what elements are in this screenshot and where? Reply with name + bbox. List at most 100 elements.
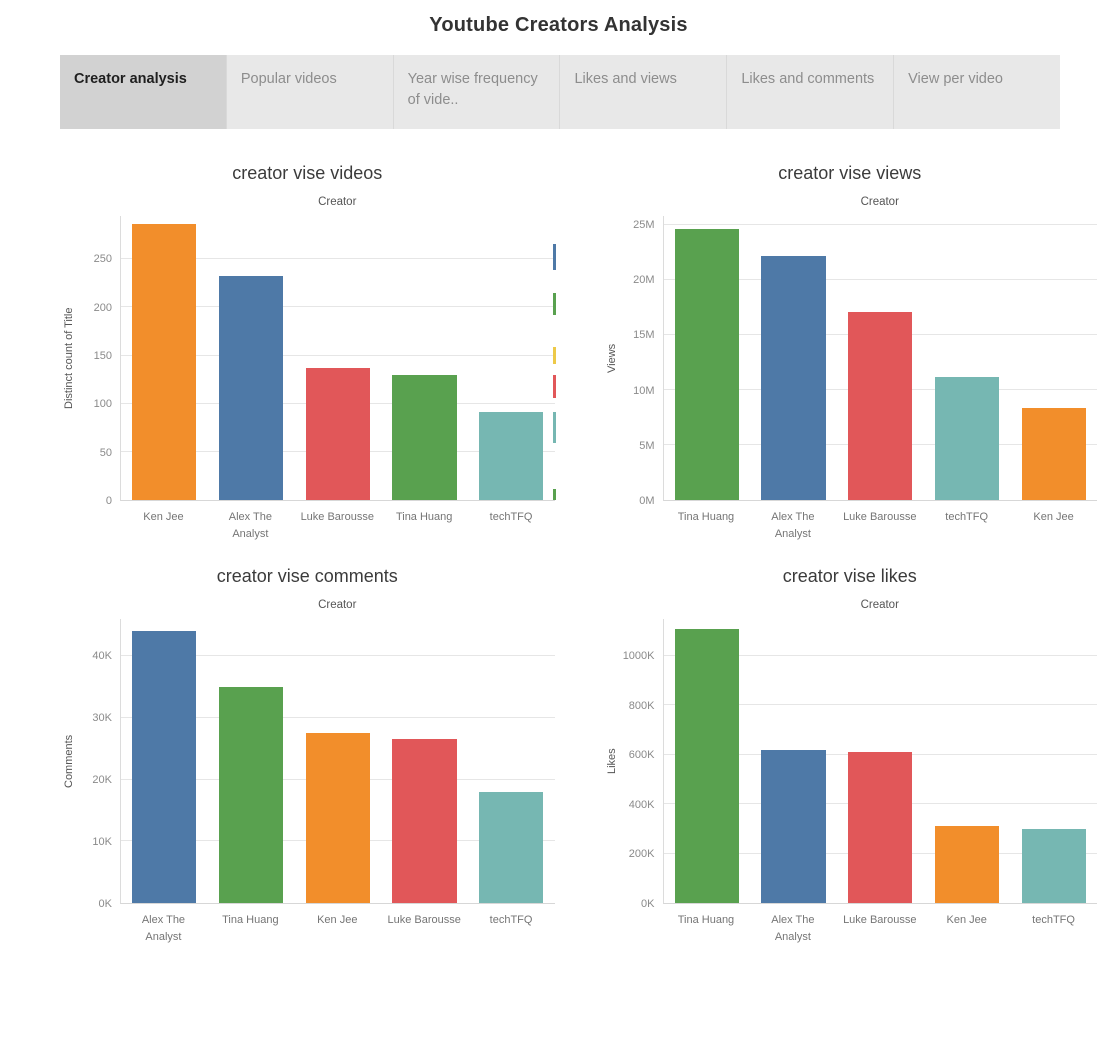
legend-color-mark [552, 346, 556, 364]
bar-luke-barousse[interactable] [848, 311, 913, 500]
y-tick-label: 400K [628, 798, 655, 811]
x-axis: Alex The Analyst Tina Huang Ken Jee Luke Ba… [120, 912, 555, 945]
bar-luke-barousse[interactable] [305, 368, 370, 500]
y-tick-label: 50 [99, 446, 112, 459]
x-tick-label: Ken Jee [143, 511, 184, 523]
plot-area [662, 619, 1097, 904]
bar-luke-barousse[interactable] [392, 739, 457, 903]
x-tick-label: Ken Jee [317, 914, 358, 926]
y-axis: 0M 5M 10M 15M 20M 25M [621, 216, 663, 507]
x-tick-label: Alex The Analyst [771, 511, 815, 540]
bar-cell [1010, 216, 1097, 500]
bar-cell [208, 619, 295, 903]
bar-ken-jee[interactable] [305, 733, 370, 903]
bar-cell [924, 619, 1011, 903]
y-tick-label: 10M [633, 384, 655, 397]
gridline [121, 306, 555, 308]
x-axis: Tina Huang Alex The Analyst Luke Barousse t… [663, 509, 1098, 542]
gridline [121, 258, 555, 260]
y-tick-label: 1000K [622, 650, 655, 663]
y-tick-label: 600K [628, 749, 655, 762]
y-axis-label: Views [605, 343, 618, 374]
y-axis: 0 50 100 150 200 250 [78, 216, 120, 507]
bar-tina-huang[interactable] [674, 628, 739, 903]
gridline [663, 704, 1097, 706]
bar-techtfq[interactable] [479, 412, 544, 500]
tab-likes-and-views[interactable]: Likes and views [560, 55, 728, 129]
bar-alex-the-analyst[interactable] [132, 631, 197, 903]
bar-cell [381, 619, 468, 903]
column-label: Creator [860, 599, 899, 611]
y-tick-label: 0 [105, 495, 112, 507]
tab-view-per-video[interactable]: View per video [894, 55, 1060, 129]
x-tick-label: Ken Jee [946, 914, 987, 926]
tab-year-wise-frequency-of-vide[interactable]: Year wise frequency of vide.. [393, 55, 561, 129]
x-tick-label: Tina Huang [395, 511, 453, 523]
bar-ken-jee[interactable] [132, 223, 197, 500]
y-tick-label: 30K [92, 712, 112, 725]
y-tick-label: 20K [92, 774, 112, 787]
bar-alex-the-analyst[interactable] [218, 275, 284, 500]
bar-cell [750, 619, 837, 903]
chart-title: creator vise likes [782, 566, 917, 586]
bar-ken-jee[interactable] [934, 826, 1000, 903]
x-tick-label: Alex The Analyst [228, 511, 272, 540]
bar-ken-jee[interactable] [1021, 407, 1086, 500]
bar-techtfq[interactable] [479, 791, 544, 903]
x-tick-label: Alex The Analyst [771, 914, 815, 943]
x-axis: Tina Huang Alex The Analyst Luke Barousse K… [663, 912, 1098, 945]
y-tick-label: 200 [93, 301, 112, 314]
x-axis: Ken Jee Alex The Analyst Luke Barousse Tina… [120, 509, 555, 542]
legend-color-mark [552, 292, 556, 316]
bar-techtfq[interactable] [934, 376, 1000, 500]
bar-cell [664, 619, 751, 903]
bar-tina-huang[interactable] [218, 686, 284, 903]
tab-creator-analysis[interactable]: Creator analysis [60, 55, 227, 129]
plot-area [120, 216, 556, 501]
plot-area [120, 619, 555, 904]
chart-title: creator vise comments [216, 566, 398, 586]
y-tick-label: 0K [641, 898, 655, 910]
x-tick-label: Tina Huang [677, 511, 735, 523]
chart-creator-vise-videos: creator vise videos Creator Distinct cou… [60, 163, 556, 542]
x-tick-label: techTFQ [1032, 914, 1075, 926]
gridline [121, 354, 555, 356]
bars [121, 216, 555, 500]
x-tick-label: Luke Barousse [843, 914, 917, 926]
x-tick-label: techTFQ [489, 914, 533, 926]
legend-color-mark [552, 244, 556, 270]
x-tick-label: Luke Barousse [300, 511, 374, 523]
y-axis-label: Likes [605, 748, 618, 775]
bar-cell [1010, 619, 1097, 903]
column-label: Creator [318, 196, 357, 208]
bar-cell [837, 619, 924, 903]
bar-alex-the-analyst[interactable] [761, 749, 826, 903]
y-tick-label: 800K [628, 699, 655, 712]
bar-alex-the-analyst[interactable] [761, 255, 826, 500]
tab-likes-and-comments[interactable]: Likes and comments [727, 55, 895, 129]
tab-popular-videos[interactable]: Popular videos [226, 55, 394, 129]
bar-tina-huang[interactable] [392, 374, 457, 500]
x-tick-label: techTFQ [489, 511, 533, 523]
bar-tina-huang[interactable] [674, 229, 739, 500]
bar-cell [924, 216, 1011, 500]
bar-luke-barousse[interactable] [848, 752, 913, 903]
bar-techtfq[interactable] [1021, 828, 1086, 903]
bar-cell [121, 619, 208, 903]
bars [121, 619, 555, 903]
chart-creator-vise-likes: creator vise likes Creator Likes 0K 200K 4… [603, 566, 1098, 945]
bar-cell [208, 216, 295, 500]
y-axis-label: Comments [63, 734, 75, 789]
bar-cell [121, 216, 208, 500]
gridline [121, 716, 555, 718]
x-tick-label: Luke Barousse [843, 511, 917, 523]
x-tick-label: Tina Huang [222, 914, 279, 926]
plot-area [662, 216, 1097, 501]
color-legend-strip [552, 216, 556, 500]
x-tick-label: Alex The Analyst [141, 914, 186, 943]
bar-cell [381, 216, 468, 500]
chart-title: creator vise videos [232, 163, 383, 183]
y-tick-label: 200K [628, 848, 655, 861]
charts-grid: creator vise videos Creator Distinct cou… [60, 163, 1097, 945]
y-tick-label: 40K [92, 650, 112, 663]
